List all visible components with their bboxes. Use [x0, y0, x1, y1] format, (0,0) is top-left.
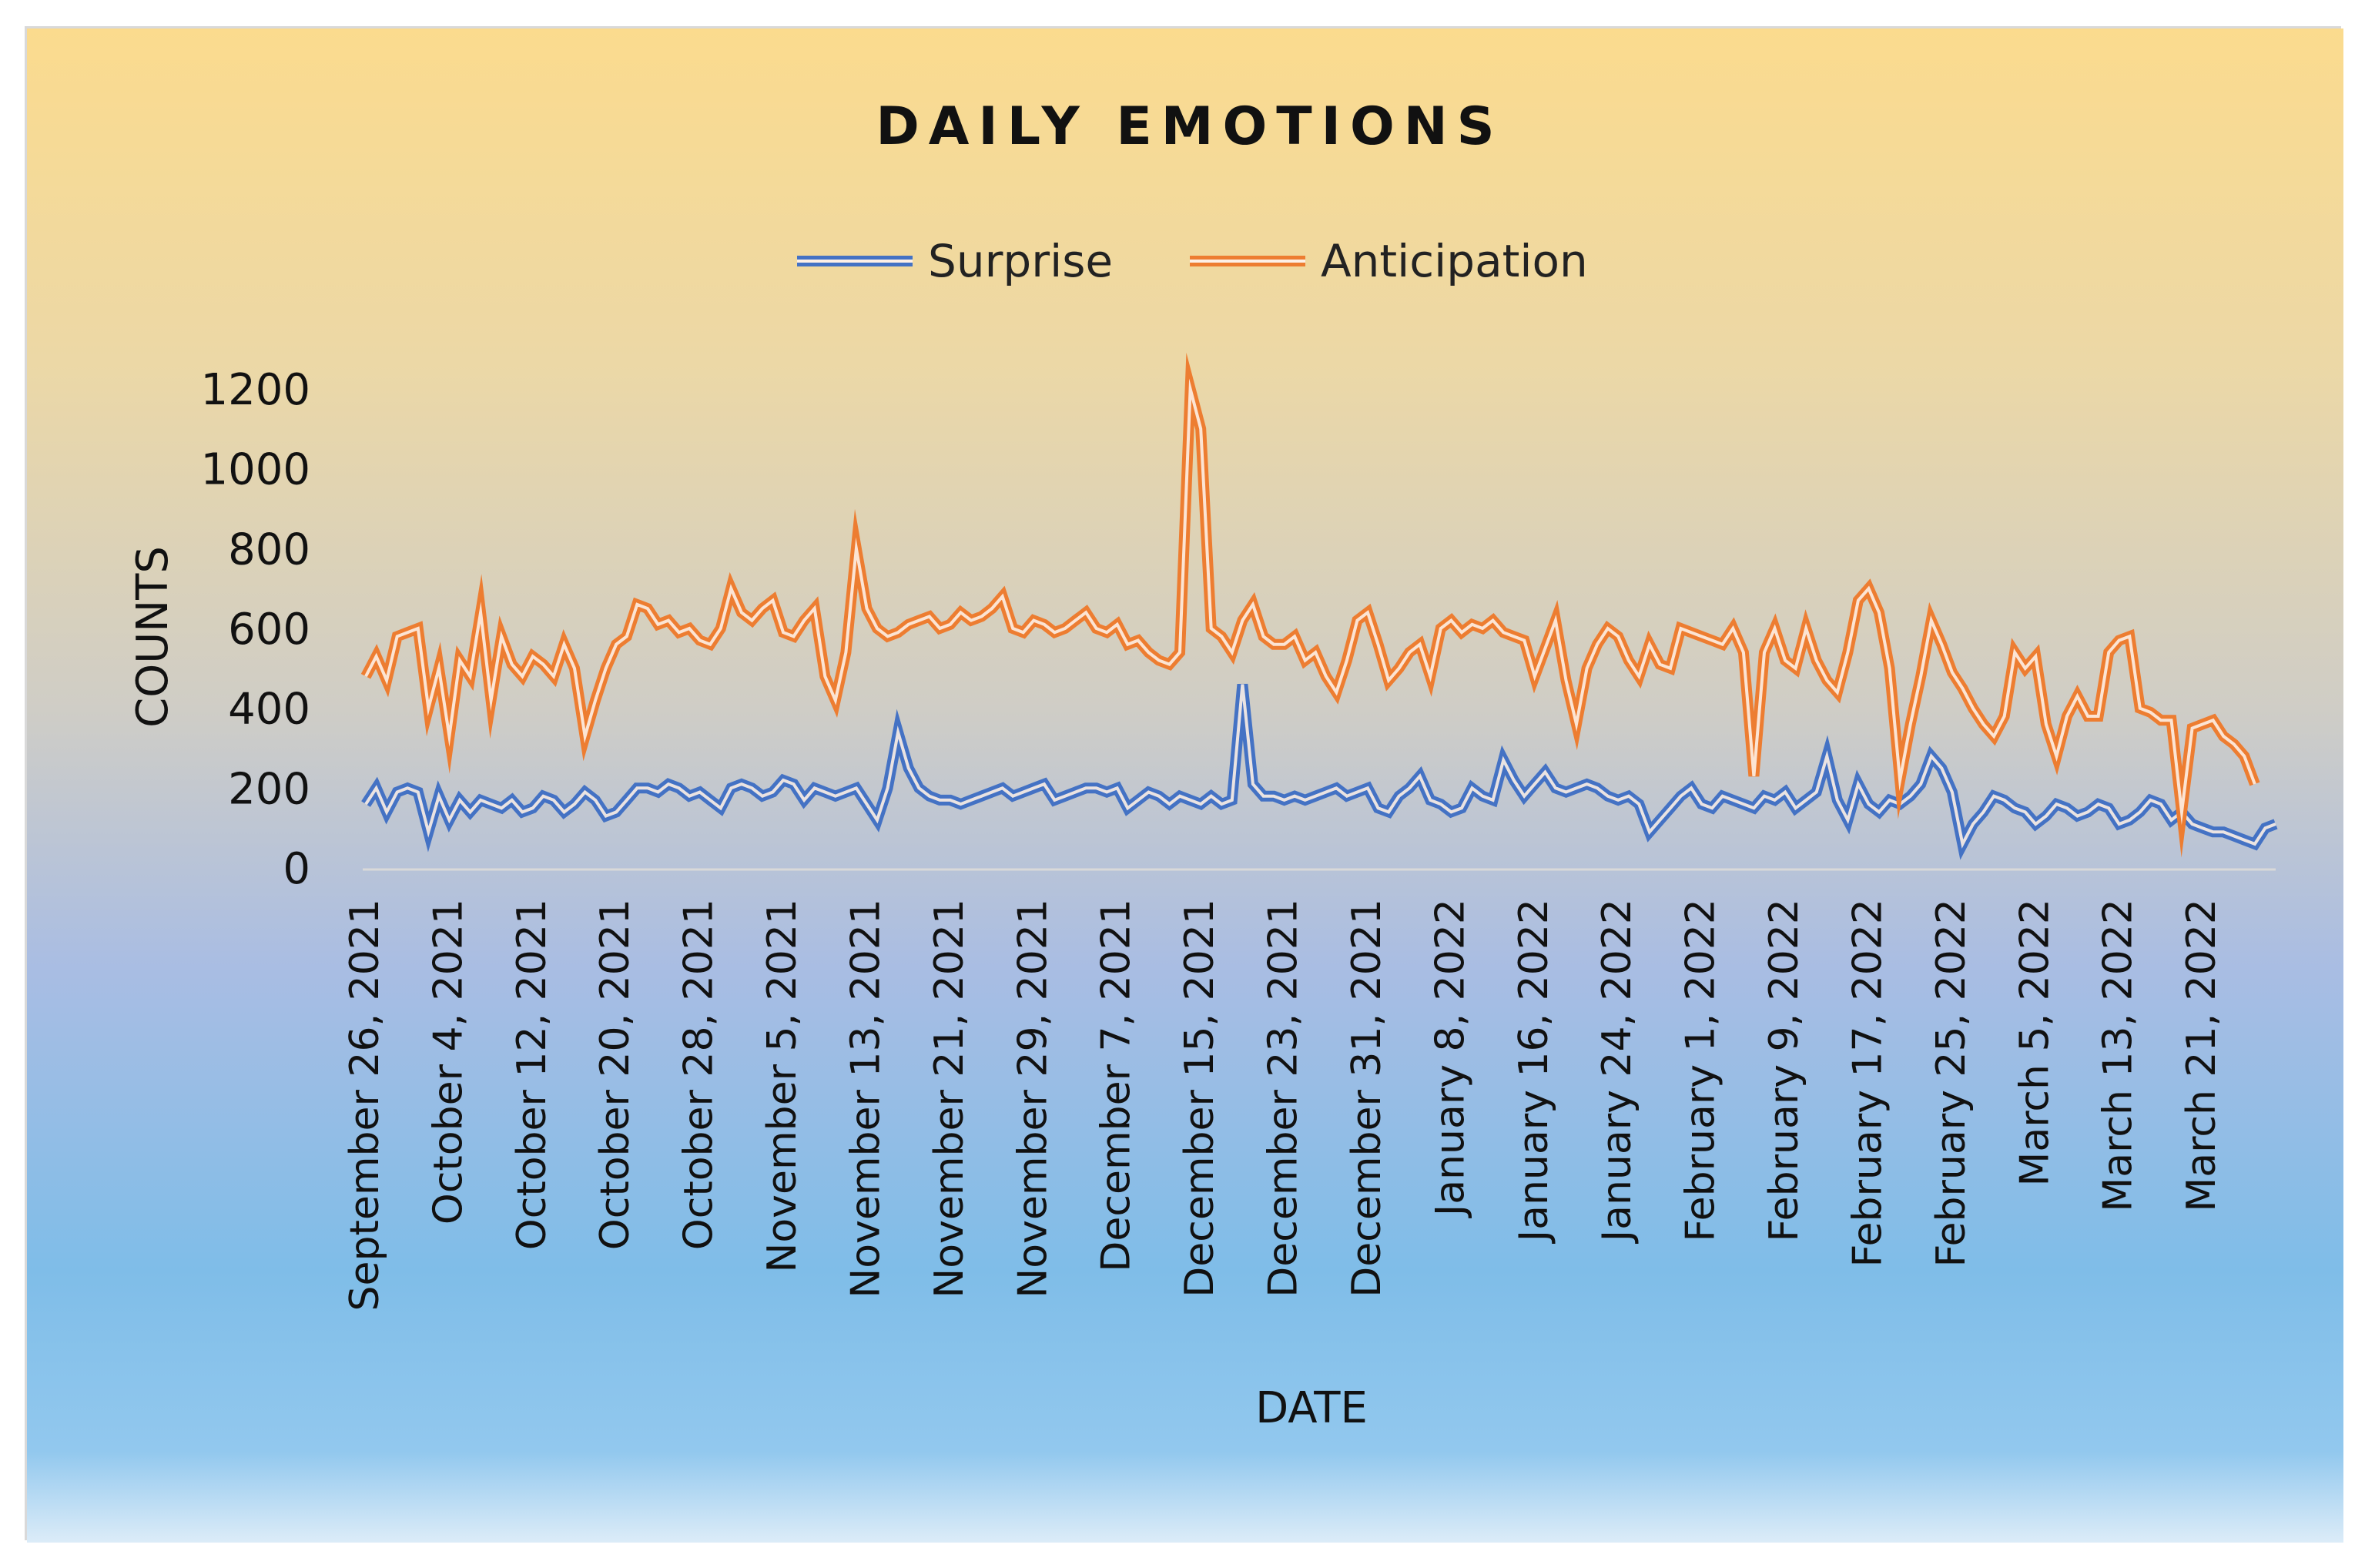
chart-title: DAILY EMOTIONS [876, 96, 1503, 157]
x-tick-label: October 12, 2021 [509, 899, 555, 1250]
x-tick-label: October 28, 2021 [676, 899, 722, 1250]
y-tick-label: 200 [228, 764, 310, 814]
x-tick-label: December 31, 2021 [1344, 899, 1390, 1298]
series-line-inner [364, 684, 2276, 849]
x-tick-label: March 13, 2022 [2095, 899, 2142, 1212]
x-tick-label: March 21, 2022 [2179, 899, 2225, 1212]
legend-label: Surprise [928, 235, 1113, 287]
x-tick-label: October 4, 2021 [425, 899, 471, 1225]
y-tick-label: 1000 [200, 445, 310, 495]
series-anticipation [360, 352, 2260, 858]
legend-label: Anticipation [1321, 235, 1588, 287]
x-tick-label: December 7, 2021 [1094, 899, 1140, 1272]
legend: Surprise Anticipation [797, 235, 1588, 287]
x-tick-label: January 8, 2022 [1427, 899, 1473, 1218]
x-tick-label: November 21, 2021 [926, 899, 973, 1298]
y-axis-title: COUNTS [128, 546, 178, 728]
x-tick-label: March 5, 2022 [2012, 899, 2058, 1187]
x-tick-label: November 5, 2021 [759, 899, 806, 1273]
x-tick-label: January 16, 2022 [1511, 899, 1557, 1244]
x-tick-label: November 13, 2021 [842, 899, 889, 1298]
y-tick-label: 0 [283, 844, 310, 894]
x-tick-label: February 9, 2022 [1761, 899, 1807, 1241]
legend-entry-anticipation: Anticipation [1190, 235, 1588, 287]
y-tick-label: 400 [228, 685, 310, 735]
x-tick-label: October 20, 2021 [592, 899, 638, 1250]
x-tick-label: December 23, 2021 [1261, 899, 1307, 1298]
series-surprise [361, 683, 2278, 860]
chart-frame: DAILY EMOTIONS Surprise Anticipation 0 200… [25, 26, 2343, 1543]
x-tick-label: December 15, 2021 [1177, 899, 1223, 1298]
y-axis: 0 200 400 600 800 1000 1200 [200, 365, 310, 894]
line-chart: DAILY EMOTIONS Surprise Anticipation 0 200… [27, 28, 2343, 1543]
x-tick-label: January 24, 2022 [1594, 899, 1640, 1244]
series-layer [360, 352, 2278, 860]
series-line-inner [364, 378, 2256, 826]
x-tick-label: September 26, 2021 [342, 899, 388, 1312]
x-tick-label: February 1, 2022 [1678, 899, 1724, 1241]
x-tick-label: November 29, 2021 [1010, 899, 1056, 1298]
x-tick-label: February 25, 2022 [1928, 899, 1975, 1268]
y-tick-label: 600 [228, 605, 310, 655]
legend-entry-surprise: Surprise [797, 235, 1113, 287]
x-tick-label: February 17, 2022 [1844, 899, 1891, 1268]
y-tick-label: 800 [228, 524, 310, 575]
x-axis: September 26, 2021 October 4, 2021 October… [342, 868, 2276, 1312]
x-axis-title: DATE [1255, 1383, 1368, 1433]
y-tick-label: 1200 [200, 365, 310, 415]
